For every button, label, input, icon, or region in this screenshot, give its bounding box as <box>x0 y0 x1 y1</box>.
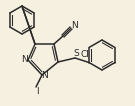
Text: I: I <box>36 87 38 96</box>
Text: N: N <box>21 56 27 64</box>
Text: N: N <box>41 72 47 80</box>
Text: S: S <box>73 49 79 57</box>
Text: Cl: Cl <box>81 50 90 59</box>
Text: N: N <box>72 22 78 31</box>
